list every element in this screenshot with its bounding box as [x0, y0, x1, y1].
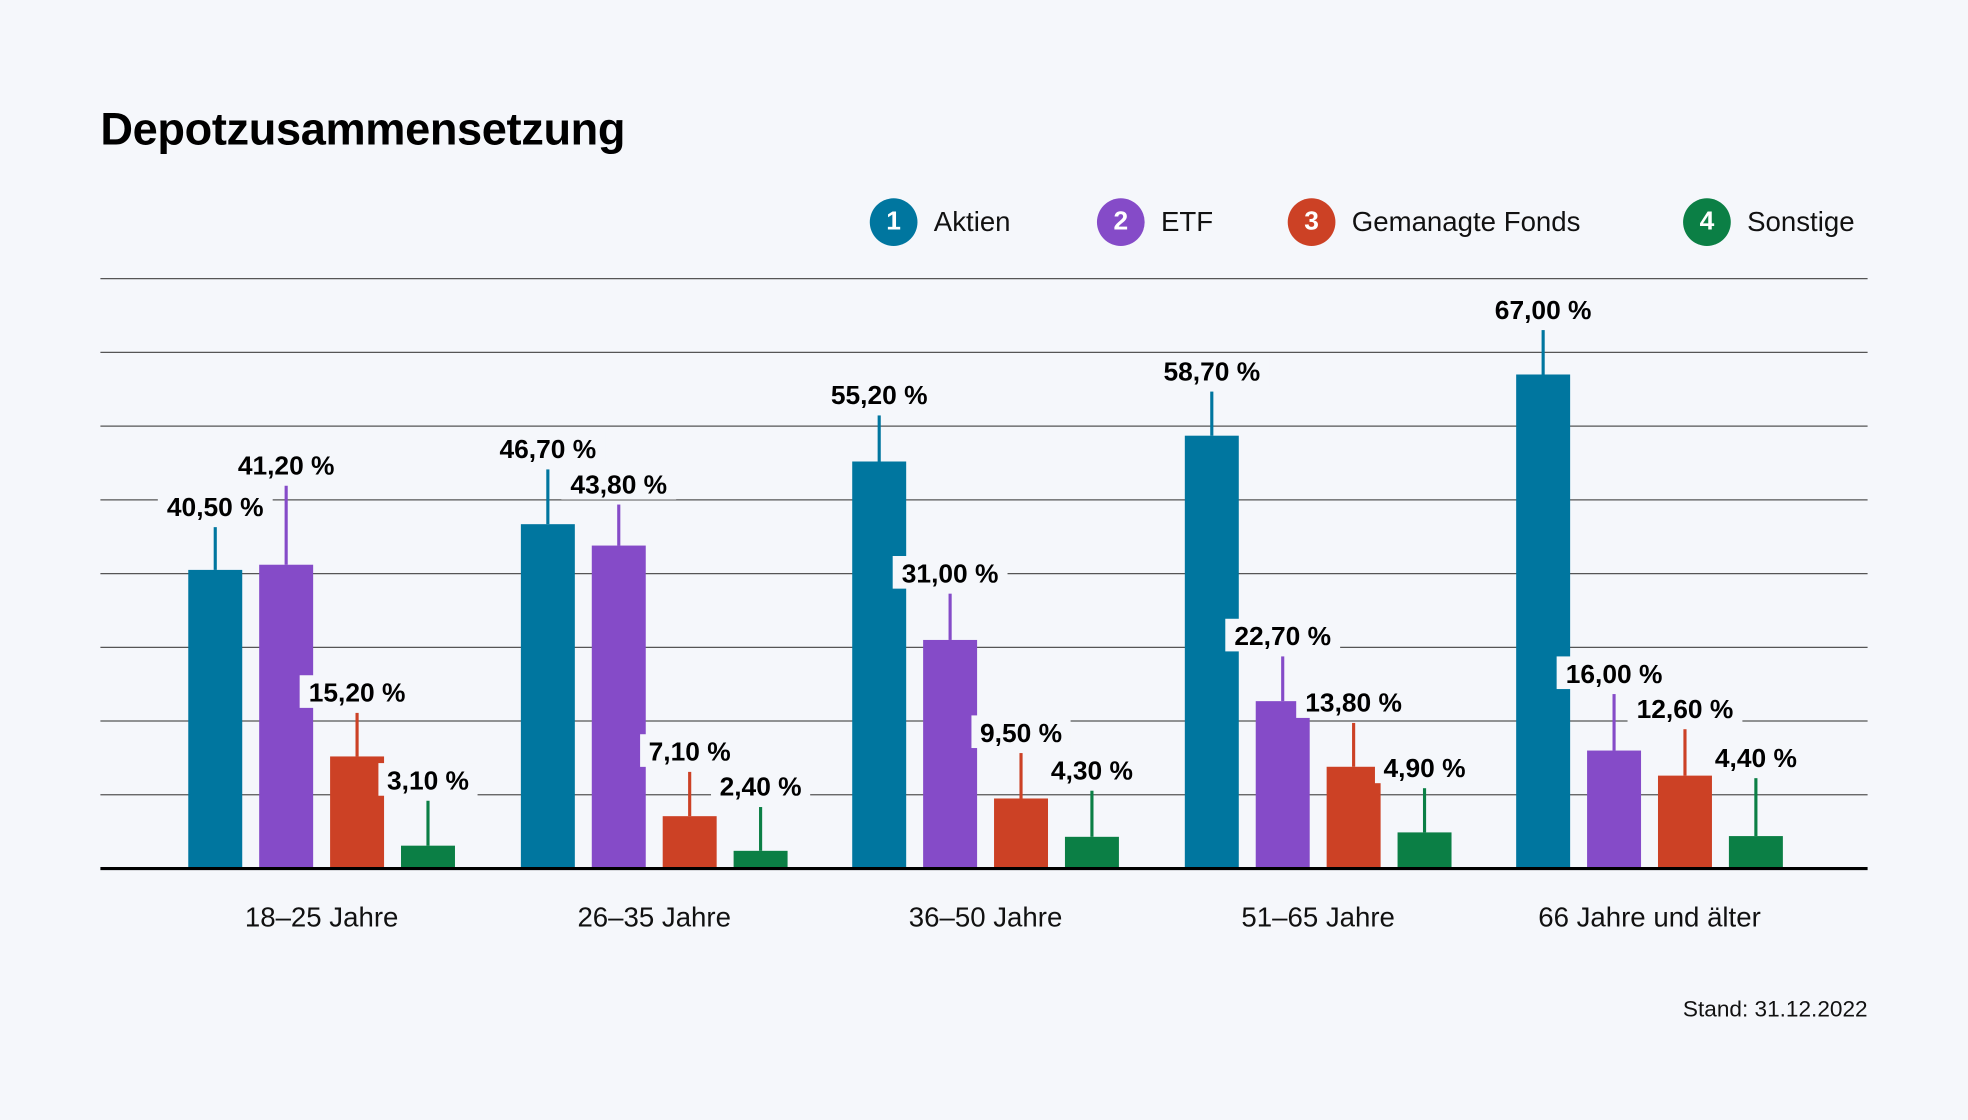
- bar-gemanagte-fonds: [1326, 766, 1381, 869]
- data-label-background: [228, 448, 344, 481]
- x-tick-label: 36–50 Jahre: [909, 901, 1063, 932]
- date-note: Stand: 31.12.2022: [1682, 996, 1868, 1022]
- bar-gemanagte-fonds: [1657, 775, 1712, 869]
- legend-item-gemanagte-fonds: 3 Gemanagte Fonds: [1287, 198, 1581, 246]
- data-label: 41,20 %: [238, 450, 335, 480]
- data-label-background: [1225, 618, 1341, 652]
- chart-title: Depotzusammensetzung: [100, 102, 626, 155]
- bar-aktien: [520, 524, 575, 869]
- data-label: 2,40 %: [720, 772, 802, 802]
- bar-gemanagte-fonds: [330, 756, 385, 869]
- data-label: 58,70 %: [1163, 356, 1260, 386]
- data-label-background: [821, 377, 937, 411]
- data-label-background: [971, 715, 1071, 749]
- data-label: 67,00 %: [1495, 295, 1592, 325]
- bar-gemanagte-fonds: [662, 816, 717, 869]
- legend-label: Gemanagte Fonds: [1351, 205, 1581, 238]
- data-label: 22,70 %: [1234, 621, 1331, 651]
- bar-etf: [1587, 750, 1642, 869]
- x-tick-label: 66 Jahre und älter: [1538, 901, 1761, 932]
- legend-number-badge: 2: [1096, 198, 1145, 246]
- data-label: 13,80 %: [1305, 688, 1402, 718]
- bar-sonstige: [1397, 832, 1452, 869]
- data-label: 16,00 %: [1566, 659, 1663, 689]
- legend-number-badge: 4: [1683, 198, 1731, 246]
- data-label-background: [1485, 292, 1601, 326]
- legend-label: ETF: [1160, 205, 1214, 238]
- bar-etf: [1255, 701, 1310, 869]
- bar-aktien: [1184, 435, 1239, 869]
- x-tick-label: 18–25 Jahre: [245, 901, 399, 932]
- bar-aktien: [1516, 374, 1571, 869]
- x-tick-label: 26–35 Jahre: [577, 901, 731, 932]
- data-label: 12,60 %: [1637, 694, 1734, 724]
- data-label: 55,20 %: [831, 380, 928, 410]
- data-label-background: [1154, 353, 1270, 387]
- data-label-background: [892, 556, 1008, 589]
- data-label: 40,50 %: [167, 492, 264, 522]
- bar-gemanagte-fonds: [994, 798, 1049, 869]
- bar-aktien: [188, 569, 243, 869]
- legend-item-sonstige: 4 Sonstige: [1683, 198, 1855, 246]
- data-label-background: [1374, 750, 1475, 784]
- data-label-background: [1706, 740, 1806, 774]
- legend-label: Aktien: [933, 205, 1011, 238]
- data-label-background: [378, 763, 478, 796]
- data-label-background: [1627, 691, 1743, 725]
- bar-etf: [259, 564, 314, 869]
- data-label-background: [1042, 753, 1142, 786]
- data-label-background: [299, 675, 415, 708]
- data-label-background: [1296, 685, 1412, 718]
- x-tick-label: 51–65 Jahre: [1241, 901, 1395, 932]
- data-label-background: [711, 769, 811, 803]
- legend-label: Sonstige: [1747, 205, 1855, 238]
- data-label: 46,70 %: [500, 434, 597, 464]
- data-label: 4,30 %: [1051, 755, 1133, 785]
- bar-aktien: [852, 461, 907, 869]
- bar-etf: [923, 639, 978, 869]
- data-label: 7,10 %: [649, 737, 731, 767]
- data-label-background: [561, 466, 677, 500]
- data-label-background: [640, 734, 740, 767]
- bar-sonstige: [1728, 836, 1783, 869]
- legend-number-badge: 3: [1287, 198, 1336, 246]
- legend-number-badge: 1: [869, 198, 918, 246]
- data-label-background: [490, 431, 606, 465]
- data-label: 4,40 %: [1715, 743, 1797, 773]
- data-label-background: [1556, 656, 1672, 690]
- legend-item-etf: 2 ETF: [1096, 198, 1214, 246]
- data-label-background: [157, 489, 273, 523]
- bar-sonstige: [401, 845, 455, 869]
- data-label: 15,20 %: [309, 678, 406, 708]
- data-label: 31,00 %: [902, 558, 999, 588]
- data-label: 43,80 %: [570, 469, 667, 499]
- legend-item-aktien: 1 Aktien: [869, 198, 1011, 246]
- bar-etf: [591, 545, 646, 869]
- legend: 1 Aktien 2 ETF 3 Gemanagte Fonds 4 Sonst…: [0, 198, 1968, 248]
- data-label: 4,90 %: [1384, 753, 1466, 783]
- data-label: 3,10 %: [387, 765, 469, 795]
- bar-sonstige: [1064, 836, 1119, 869]
- bar-sonstige: [733, 850, 788, 869]
- data-label: 9,50 %: [980, 718, 1062, 748]
